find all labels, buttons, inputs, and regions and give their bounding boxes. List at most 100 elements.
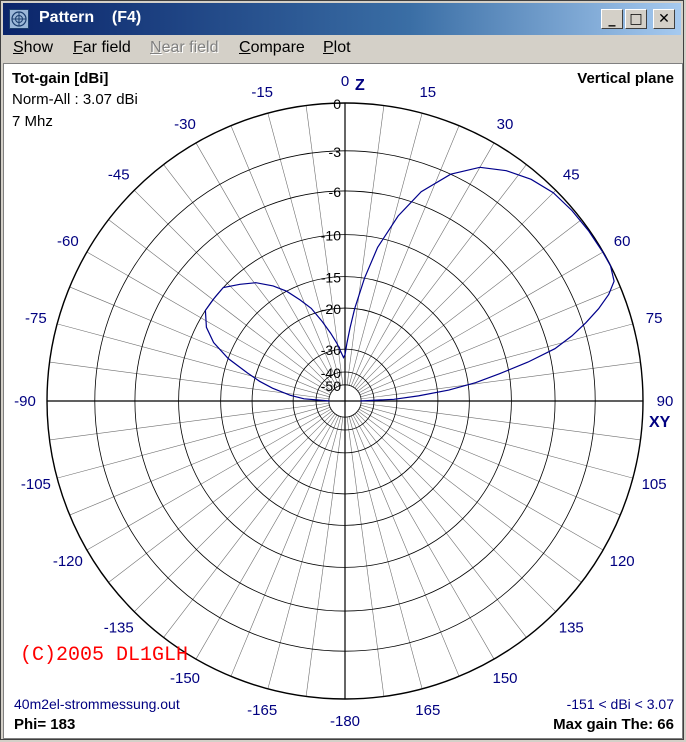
angle-tick-label: -120 xyxy=(53,553,83,570)
spoke-line xyxy=(57,323,330,398)
spoke-line xyxy=(354,164,527,389)
spoke-line xyxy=(361,402,641,441)
angle-tick-label: 150 xyxy=(492,670,517,687)
angle-tick-label: 30 xyxy=(497,116,514,133)
file-name-label: 40m2el-strommessung.out xyxy=(14,696,180,712)
spoke-line xyxy=(86,408,332,551)
menu-accelerator: C xyxy=(239,39,251,56)
spoke-line xyxy=(267,416,342,689)
gain-type-label: Tot-gain [dBi] xyxy=(12,70,109,87)
menu-accelerator: P xyxy=(323,39,334,56)
menu-bar: Show Far field Near field Compare Plot xyxy=(3,35,681,61)
spoke-line xyxy=(108,219,333,392)
spoke-line xyxy=(350,415,460,677)
spoke-line xyxy=(230,415,340,677)
ring-db-label: -10 xyxy=(321,228,341,244)
menu-accelerator: F xyxy=(73,39,83,56)
spoke-line xyxy=(350,125,460,387)
spoke-line xyxy=(230,125,340,387)
spoke-line xyxy=(49,402,329,441)
angle-tick-label: 75 xyxy=(646,310,663,327)
angle-tick-label: 135 xyxy=(559,619,584,636)
angle-tick-label: -90 xyxy=(14,393,36,410)
spoke-line xyxy=(356,412,556,612)
polar-plot: 0153045607590105120135150165-180-165-150… xyxy=(14,73,673,730)
angle-tick-label: 0 xyxy=(341,73,349,90)
spoke-line xyxy=(163,413,336,638)
angle-tick-label: -165 xyxy=(247,702,277,719)
spoke-line xyxy=(305,417,344,697)
spoke-line xyxy=(305,105,344,385)
angle-tick-label: 105 xyxy=(642,476,667,493)
spoke-line xyxy=(348,113,423,386)
maximize-button[interactable]: □ xyxy=(625,9,647,29)
spoke-line xyxy=(359,286,621,396)
pattern-canvas: 0 15 30 45 60 75 90 105 120 135 150 165 -180 -165 -150… xyxy=(3,63,683,739)
antenna-pattern-icon[interactable] xyxy=(9,9,29,29)
menu-accelerator: S xyxy=(13,39,24,56)
spoke-line xyxy=(360,323,633,398)
spoke-line xyxy=(267,113,342,386)
spoke-line xyxy=(356,190,556,390)
radiation-pattern-trace xyxy=(204,166,615,402)
ring-db-label: -50 xyxy=(321,378,341,394)
close-icon: ✕ xyxy=(658,11,670,27)
norm-label: Norm-All : 3.07 dBi xyxy=(12,91,138,108)
ring-db-label: -6 xyxy=(329,184,342,200)
spoke-line xyxy=(134,190,334,390)
spoke-line xyxy=(69,286,331,396)
xy-axis-label: XY xyxy=(649,414,671,431)
spoke-line xyxy=(346,417,385,697)
z-axis-label: Z xyxy=(355,77,365,94)
menu-compare[interactable]: Compare xyxy=(239,39,305,56)
menu-accelerator: N xyxy=(150,39,162,56)
frequency-label: 7 Mhz xyxy=(12,113,53,130)
spoke-line xyxy=(352,414,495,660)
spoke-line xyxy=(86,251,332,394)
spoke-line xyxy=(57,404,330,479)
menu-show[interactable]: Show xyxy=(13,39,54,56)
spoke-line xyxy=(360,404,633,479)
menu-near-field: Near field xyxy=(150,39,219,56)
spoke-line xyxy=(163,164,336,389)
angle-tick-label: -15 xyxy=(251,84,273,101)
minimize-icon: _ xyxy=(608,11,616,27)
spoke-line xyxy=(357,219,582,392)
angle-tick-label: -30 xyxy=(174,116,196,133)
angle-tick-label: -105 xyxy=(21,476,51,493)
close-button[interactable]: ✕ xyxy=(653,9,675,29)
spoke-line xyxy=(358,251,604,394)
menu-far-field[interactable]: Far field xyxy=(73,39,131,56)
angle-tick-label: -135 xyxy=(104,619,134,636)
angle-tick-label: 60 xyxy=(614,233,631,250)
menu-plot[interactable]: Plot xyxy=(323,39,351,56)
spoke-line xyxy=(346,105,385,385)
angle-tick-label: 15 xyxy=(419,84,436,101)
ring-db-label: -3 xyxy=(329,144,342,160)
spoke-line xyxy=(357,410,582,583)
ring-db-label: -40 xyxy=(321,365,341,381)
minimize-button[interactable]: _ xyxy=(601,9,623,29)
ring-db-label: -30 xyxy=(321,342,341,358)
angle-tick-label: -180 xyxy=(330,713,360,730)
angle-tick-label: 165 xyxy=(415,702,440,719)
phi-label: Phi= 183 xyxy=(14,716,76,733)
spoke-line xyxy=(195,142,338,388)
maximize-icon: □ xyxy=(629,11,643,27)
angle-tick-label: -60 xyxy=(57,233,79,250)
spoke-line xyxy=(358,408,604,551)
angle-tick-label: 45 xyxy=(563,167,580,184)
title-bar[interactable]: Pattern (F4) _ □ ✕ xyxy=(3,3,681,35)
spoke-line xyxy=(359,406,621,516)
spoke-line xyxy=(195,414,338,660)
angle-tick-label: -75 xyxy=(25,310,47,327)
spoke-line xyxy=(108,410,333,583)
spoke-line xyxy=(361,361,641,400)
spoke-line xyxy=(134,412,334,612)
ring-db-label: 0 xyxy=(333,96,341,112)
plane-label: Vertical plane xyxy=(577,70,674,87)
spoke-line xyxy=(352,142,495,388)
gain-range-label: -151 < dBi < 3.07 xyxy=(566,696,674,712)
angle-tick-label: 120 xyxy=(610,553,635,570)
